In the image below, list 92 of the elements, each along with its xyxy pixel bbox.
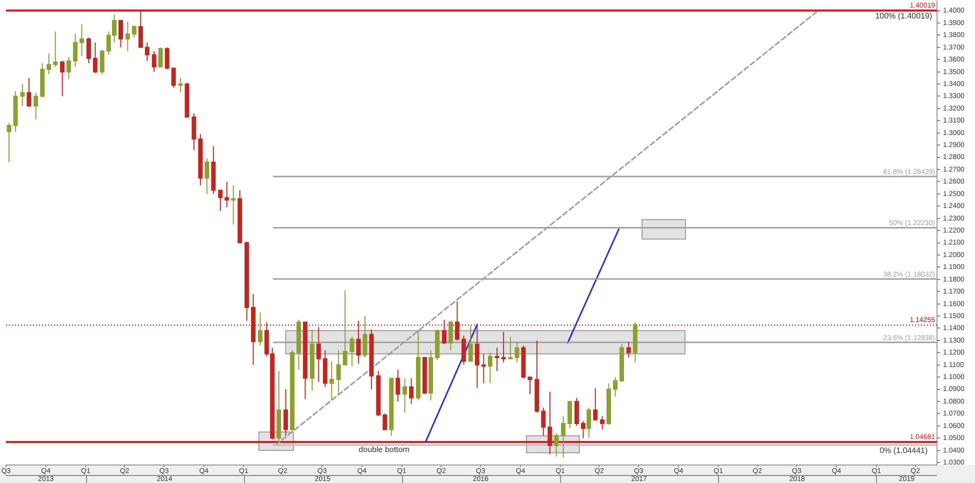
- candlestick: [118, 20, 123, 48]
- candlestick: [322, 350, 328, 388]
- candlestick: [258, 312, 262, 346]
- candlestick: [152, 50, 156, 72]
- candlestick: [224, 181, 230, 208]
- candlestick: [548, 391, 552, 455]
- candlestick: [488, 352, 492, 384]
- candlestick: [356, 320, 361, 364]
- candlestick: [244, 241, 250, 322]
- candlestick: [396, 369, 400, 402]
- candlestick: [218, 190, 223, 212]
- candlestick: [34, 92, 38, 120]
- candlestick: [20, 84, 25, 107]
- candlestick: [428, 350, 434, 401]
- candlestick: [580, 420, 586, 439]
- candlestick: [474, 324, 480, 389]
- candlestick: [211, 146, 216, 194]
- candlestick: [144, 42, 150, 62]
- annotation: double bottom: [358, 445, 410, 454]
- candlestick: [171, 68, 176, 88]
- candlestick: [342, 290, 348, 366]
- candlestick: [164, 46, 170, 70]
- candlestick: [632, 322, 638, 363]
- candlestick: [316, 326, 321, 382]
- candlestick: [613, 376, 618, 398]
- candlestick: [541, 407, 546, 436]
- candlestick: [132, 24, 136, 38]
- candlestick: [73, 33, 78, 68]
- candlestick: [178, 77, 183, 94]
- candlestick: [528, 376, 532, 395]
- candlestick: [26, 77, 32, 107]
- candlestick: [100, 49, 104, 75]
- candlestick: [409, 378, 414, 404]
- candlestick: [238, 190, 242, 244]
- candlestick: [606, 382, 612, 426]
- candlestick: [554, 432, 559, 457]
- candlestick: [204, 158, 210, 194]
- candlestick: [290, 350, 294, 432]
- candlestick: [310, 328, 314, 392]
- candlestick: [40, 62, 45, 98]
- candlestick: [369, 328, 374, 390]
- candlestick: [350, 336, 354, 367]
- candlestick: [508, 336, 513, 360]
- candlestick: [416, 330, 420, 401]
- candlestick: [80, 24, 84, 56]
- candlestick: [184, 82, 190, 118]
- candlestick: [296, 319, 301, 370]
- candlestick: [435, 328, 440, 360]
- candlestick: [329, 360, 334, 401]
- candlestick: [198, 134, 203, 186]
- candlestick: [192, 112, 196, 150]
- candlestick: [302, 322, 308, 400]
- candlestick: [46, 53, 52, 75]
- candlestick: [442, 319, 446, 345]
- annotation: 0% (1.04441): [880, 446, 928, 456]
- candlestick: [382, 413, 388, 430]
- candlestick: [53, 31, 58, 68]
- candlestick: [336, 350, 341, 396]
- candlestick: [66, 56, 72, 80]
- candlestick: [158, 46, 163, 68]
- candlestick: [362, 316, 368, 358]
- candlestick: [389, 378, 394, 436]
- candlestick: [561, 416, 566, 458]
- candlestick: [461, 335, 466, 366]
- candlestick: [251, 294, 256, 366]
- candlestick: [376, 370, 381, 417]
- candlestick: [138, 10, 143, 48]
- candlestick: [501, 331, 506, 363]
- candlestick: [60, 60, 65, 97]
- candlestick: [86, 37, 91, 64]
- candlestick: [276, 370, 282, 444]
- candlestick: [6, 122, 12, 163]
- annotation: 100% (1.40019): [875, 12, 932, 21]
- candlestick: [422, 357, 427, 395]
- candlestick: [448, 320, 453, 351]
- candlestick: [574, 397, 579, 426]
- candlestick: [586, 407, 592, 439]
- candlestick: [568, 401, 572, 429]
- candlestick: [454, 300, 460, 341]
- candlestick: [600, 416, 605, 430]
- candlestick: [13, 90, 18, 132]
- candlestick: [514, 341, 520, 363]
- candlestick: [125, 21, 130, 52]
- candlestick: [593, 388, 598, 420]
- candlestick: [92, 42, 98, 74]
- candlestick: [521, 344, 526, 379]
- candlestick: [402, 378, 408, 413]
- candlestick: [283, 388, 288, 436]
- candlestick: [534, 340, 540, 413]
- candlestick: [620, 344, 624, 382]
- candlestick: [468, 325, 473, 362]
- candlestick: [626, 341, 631, 358]
